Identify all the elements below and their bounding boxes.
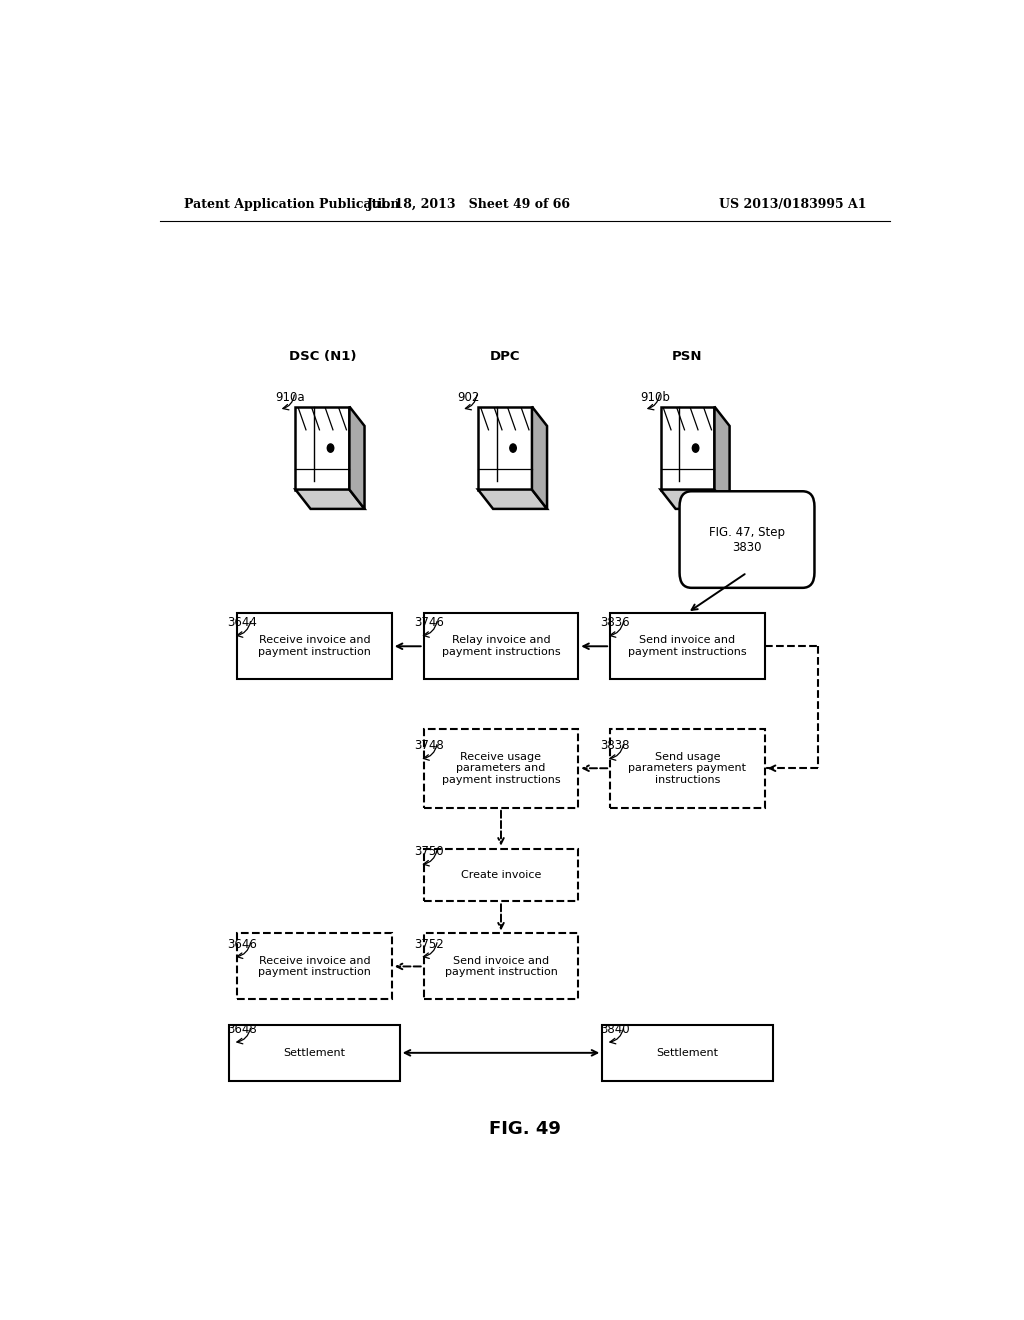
Polygon shape bbox=[715, 407, 729, 510]
Text: 3646: 3646 bbox=[227, 937, 257, 950]
Text: Settlement: Settlement bbox=[284, 1048, 345, 1057]
Circle shape bbox=[328, 444, 334, 453]
Polygon shape bbox=[296, 490, 365, 510]
Text: FIG. 47, Step
3830: FIG. 47, Step 3830 bbox=[709, 525, 785, 553]
Text: DSC (N1): DSC (N1) bbox=[289, 350, 356, 363]
Text: PSN: PSN bbox=[672, 350, 702, 363]
Bar bbox=[424, 614, 579, 680]
Text: 3648: 3648 bbox=[227, 1023, 257, 1036]
Bar bbox=[424, 849, 579, 902]
Polygon shape bbox=[660, 407, 715, 490]
Circle shape bbox=[510, 444, 516, 453]
Text: 3838: 3838 bbox=[600, 739, 630, 752]
Text: 3750: 3750 bbox=[414, 845, 443, 858]
Bar bbox=[238, 614, 392, 680]
Text: 3746: 3746 bbox=[414, 616, 443, 630]
Text: Receive usage
parameters and
payment instructions: Receive usage parameters and payment ins… bbox=[441, 751, 560, 785]
Text: Patent Application Publication: Patent Application Publication bbox=[183, 198, 399, 211]
Polygon shape bbox=[478, 490, 547, 510]
Text: Send invoice and
payment instructions: Send invoice and payment instructions bbox=[628, 635, 746, 657]
Text: DPC: DPC bbox=[489, 350, 520, 363]
Bar bbox=[602, 1024, 773, 1081]
Text: Jul. 18, 2013   Sheet 49 of 66: Jul. 18, 2013 Sheet 49 of 66 bbox=[368, 198, 571, 211]
Text: 3836: 3836 bbox=[600, 616, 630, 630]
Text: Settlement: Settlement bbox=[656, 1048, 719, 1057]
Polygon shape bbox=[660, 490, 729, 510]
Text: 3752: 3752 bbox=[414, 937, 443, 950]
Text: Send invoice and
payment instruction: Send invoice and payment instruction bbox=[444, 956, 557, 977]
Text: Receive invoice and
payment instruction: Receive invoice and payment instruction bbox=[258, 956, 371, 977]
Polygon shape bbox=[296, 407, 349, 490]
Text: US 2013/0183995 A1: US 2013/0183995 A1 bbox=[719, 198, 866, 211]
Polygon shape bbox=[478, 407, 531, 490]
Polygon shape bbox=[349, 407, 365, 510]
FancyBboxPatch shape bbox=[680, 491, 814, 587]
Bar bbox=[229, 1024, 399, 1081]
Text: 910b: 910b bbox=[640, 391, 670, 404]
Bar bbox=[424, 933, 579, 999]
Text: 910a: 910a bbox=[274, 391, 304, 404]
Text: Send usage
parameters payment
instructions: Send usage parameters payment instructio… bbox=[629, 751, 746, 785]
Text: Relay invoice and
payment instructions: Relay invoice and payment instructions bbox=[441, 635, 560, 657]
Bar bbox=[238, 933, 392, 999]
Text: FIG. 49: FIG. 49 bbox=[488, 1121, 561, 1138]
Text: 3748: 3748 bbox=[414, 739, 443, 752]
Bar bbox=[610, 729, 765, 808]
Polygon shape bbox=[531, 407, 547, 510]
Text: Receive invoice and
payment instruction: Receive invoice and payment instruction bbox=[258, 635, 371, 657]
Text: 3840: 3840 bbox=[600, 1023, 630, 1036]
Bar bbox=[424, 729, 579, 808]
Text: Create invoice: Create invoice bbox=[461, 870, 541, 880]
Circle shape bbox=[692, 444, 698, 453]
Text: 902: 902 bbox=[458, 391, 479, 404]
Text: 3644: 3644 bbox=[227, 616, 257, 630]
Bar bbox=[610, 614, 765, 680]
